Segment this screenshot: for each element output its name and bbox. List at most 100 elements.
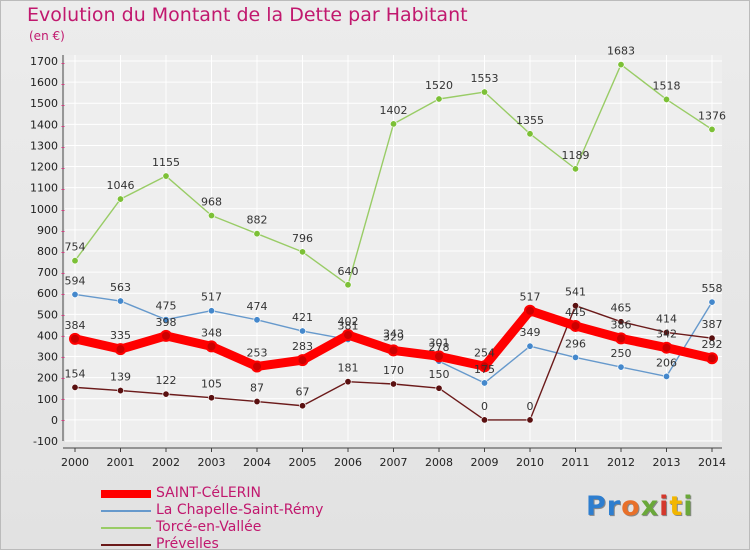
data-point bbox=[208, 212, 216, 220]
data-point bbox=[435, 95, 443, 103]
legend: SAINT-CéLERIN La Chapelle-Saint-Rémy Tor… bbox=[101, 485, 361, 553]
y-tick-label: 200 bbox=[37, 372, 58, 385]
data-label: 968 bbox=[201, 196, 222, 209]
legend-item: La Chapelle-Saint-Rémy bbox=[101, 502, 361, 519]
data-label: 563 bbox=[110, 281, 131, 294]
data-point bbox=[617, 363, 625, 371]
data-point bbox=[478, 360, 491, 373]
data-label: 1402 bbox=[380, 104, 408, 117]
y-tick-label: 0 bbox=[51, 414, 58, 427]
data-point bbox=[708, 125, 716, 133]
legend-item: Prévelles bbox=[101, 536, 361, 553]
data-label: 170 bbox=[383, 364, 404, 377]
data-label: 254 bbox=[474, 346, 495, 359]
data-label: 517 bbox=[201, 291, 222, 304]
y-tick-label: 400 bbox=[37, 329, 58, 342]
data-label: 398 bbox=[156, 316, 177, 329]
y-tick-label: 800 bbox=[37, 245, 58, 258]
grid bbox=[65, 55, 722, 442]
data-label: 301 bbox=[429, 336, 450, 349]
data-point bbox=[571, 302, 579, 310]
data-point bbox=[117, 387, 125, 395]
logo-letter: x bbox=[640, 491, 660, 522]
data-label: 253 bbox=[247, 346, 268, 359]
data-label: 1376 bbox=[698, 109, 726, 122]
data-label: 1518 bbox=[653, 79, 681, 92]
legend-swatch bbox=[101, 527, 151, 529]
x-tick-label: 2009 bbox=[471, 456, 499, 469]
data-point bbox=[662, 372, 670, 380]
data-label: 206 bbox=[656, 356, 677, 369]
x-tick-label: 2010 bbox=[516, 456, 544, 469]
data-label: 384 bbox=[65, 319, 86, 332]
data-label: 87 bbox=[250, 382, 264, 395]
data-point bbox=[162, 172, 170, 180]
data-label: 541 bbox=[565, 286, 586, 299]
data-point bbox=[387, 344, 400, 357]
data-label: 0 bbox=[527, 400, 534, 413]
data-label: 67 bbox=[296, 386, 310, 399]
data-point bbox=[526, 342, 534, 350]
data-point bbox=[69, 332, 81, 345]
data-label: 381 bbox=[338, 319, 359, 332]
data-point bbox=[389, 120, 397, 128]
data-point bbox=[298, 327, 306, 335]
data-label: 421 bbox=[292, 311, 313, 324]
data-point bbox=[71, 290, 79, 298]
data-label: 175 bbox=[474, 363, 495, 376]
legend-swatch bbox=[101, 490, 151, 498]
logo-letter: o bbox=[621, 491, 641, 522]
y-tick-label: -100 bbox=[33, 435, 58, 448]
y-tick-label: 1400 bbox=[30, 118, 58, 131]
y-tick-label: 1300 bbox=[30, 139, 58, 152]
data-label: 343 bbox=[383, 327, 404, 340]
data-point bbox=[480, 416, 488, 424]
data-point bbox=[160, 329, 172, 342]
y-tick-label: 1000 bbox=[30, 203, 58, 216]
y-tick-label: 900 bbox=[37, 224, 58, 237]
data-point bbox=[205, 340, 218, 353]
data-label: 335 bbox=[110, 329, 131, 342]
data-point bbox=[208, 307, 216, 315]
data-label: 474 bbox=[247, 300, 268, 313]
proxiti-logo: Proxiti bbox=[586, 491, 694, 522]
logo-letter: i bbox=[683, 491, 694, 522]
data-label: 296 bbox=[565, 337, 586, 350]
data-point bbox=[162, 316, 170, 324]
data-point bbox=[296, 354, 309, 367]
x-tick-label: 2000 bbox=[61, 456, 89, 469]
data-label: 414 bbox=[656, 312, 677, 325]
data-point bbox=[208, 394, 216, 402]
y-tick-label: 600 bbox=[37, 287, 58, 300]
data-point bbox=[660, 341, 673, 354]
data-point bbox=[251, 360, 263, 373]
data-point bbox=[117, 195, 125, 203]
data-point bbox=[706, 352, 718, 365]
y-tick-label: 1200 bbox=[30, 161, 58, 174]
data-label: 105 bbox=[201, 378, 222, 391]
x-tick-label: 2014 bbox=[698, 456, 726, 469]
x-tick-label: 2013 bbox=[653, 456, 681, 469]
data-label: 181 bbox=[338, 362, 359, 375]
x-tick-label: 2008 bbox=[425, 456, 453, 469]
legend-item: SAINT-CéLERIN bbox=[101, 485, 361, 502]
y-tick-label: 1500 bbox=[30, 97, 58, 110]
data-point bbox=[617, 61, 625, 69]
data-point bbox=[344, 378, 352, 386]
data-label: 558 bbox=[702, 282, 723, 295]
data-point bbox=[253, 316, 261, 324]
data-point bbox=[708, 298, 716, 306]
data-label: 402 bbox=[338, 315, 359, 328]
legend-label: Torcé-en-Vallée bbox=[156, 519, 262, 535]
data-point bbox=[71, 383, 79, 391]
data-point bbox=[526, 416, 534, 424]
data-point bbox=[662, 328, 670, 336]
legend-swatch bbox=[101, 510, 151, 512]
x-tick-label: 2003 bbox=[198, 456, 226, 469]
data-label: 122 bbox=[156, 374, 177, 387]
y-tick-label: 100 bbox=[37, 393, 58, 406]
logo-letter: t bbox=[669, 491, 684, 522]
data-point bbox=[253, 230, 261, 238]
data-label: 150 bbox=[429, 368, 450, 381]
data-label: 1355 bbox=[516, 114, 544, 127]
